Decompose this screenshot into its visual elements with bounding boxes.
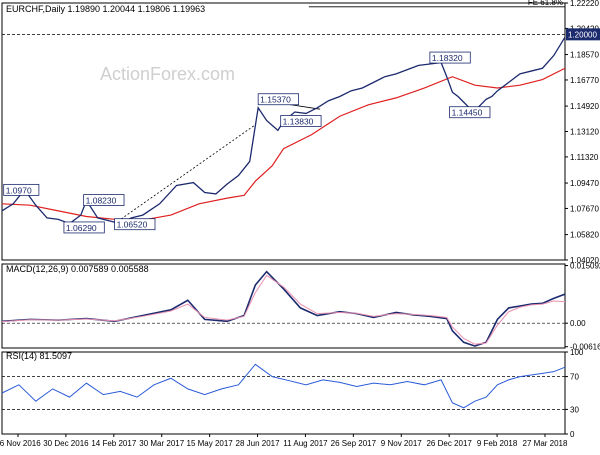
series-moving-average <box>1 67 566 221</box>
price-y-tick-label: 1.16770 <box>570 76 599 85</box>
price-y-ticks: 1.222201.204201.185701.167701.149201.131… <box>565 0 599 265</box>
price-y-tick-label: 1.22220 <box>570 0 599 8</box>
x-tick-label: 16 Nov 2016 <box>0 439 41 448</box>
price-y-tick-label: 1.09470 <box>570 179 599 188</box>
x-tick-label: 26 Dec 2017 <box>426 439 472 448</box>
annotation-box-5 <box>280 115 322 127</box>
rsi-y-tick-label: 70 <box>570 373 579 382</box>
series-price <box>1 36 566 225</box>
x-tick-label: 30 Mar 2017 <box>139 439 184 448</box>
x-tick-label: 15 May 2017 <box>187 439 234 448</box>
annotation-box-6 <box>429 51 471 64</box>
annotation-label-2: 1.06290 <box>66 223 97 233</box>
macd-lines <box>1 270 566 347</box>
x-tick-label: 14 Feb 2017 <box>91 439 136 448</box>
annotation-label-5: 1.13830 <box>283 116 314 126</box>
macd-y-tick-label: 0.015092 <box>570 262 600 271</box>
rsi-title: RSI(14) 81.5097 <box>6 351 72 361</box>
macd-title: MACD(12,26,9) 0.007589 0.005588 <box>6 264 149 274</box>
annotation-label-7: 1.14450 <box>452 108 483 118</box>
price-annotations: 1.0970 1.08230 1.06290 1.06520 1.15370 1.1383… <box>3 51 491 234</box>
annotation-label-3: 1.06520 <box>117 220 148 230</box>
annotation-label-1: 1.08230 <box>86 196 117 206</box>
annotation-label-0: 1.0970 <box>6 185 32 195</box>
rsi-y-ticks: 100 70 30 0 <box>565 348 584 439</box>
x-tick-label: 28 Jun 2017 <box>236 439 281 448</box>
annotation-box-3 <box>114 218 156 231</box>
annotation-box-0 <box>3 183 40 196</box>
x-tick-label: 30 Dec 2016 <box>43 439 89 448</box>
price-y-tick-label: 1.18570 <box>570 51 599 60</box>
trendline-1 <box>114 124 256 224</box>
price-y-tick-label: 1.13120 <box>570 128 599 137</box>
macd-y-tick-label: 0.00 <box>570 319 586 328</box>
x-tick-label: 9 Nov 2017 <box>381 439 422 448</box>
annotation-box-7 <box>449 106 491 119</box>
annotation-label-4: 1.15370 <box>260 95 291 105</box>
rsi-y-tick-label: 0 <box>570 430 575 439</box>
macd-y-tick-label: -0.006163 <box>570 343 600 352</box>
rsi-lines <box>1 363 566 410</box>
x-tick-label: 9 Feb 2018 <box>477 439 518 448</box>
rsi-y-tick-label: 30 <box>570 405 579 414</box>
fib-level-label: FE 61.8% <box>528 0 563 7</box>
price-y-tick-label: 1.14920 <box>570 102 599 111</box>
annotation-label-6: 1.18320 <box>432 53 463 63</box>
price-title: EURCHF,Daily 1.19890 1.20044 1.19806 1.1… <box>6 4 205 14</box>
x-tick-label: 11 Aug 2017 <box>283 439 328 448</box>
macd-panel-border <box>1 263 566 349</box>
price-y-tick-label: 1.04020 <box>570 256 599 265</box>
annotation-box-4 <box>257 93 299 106</box>
current-price-box <box>566 28 600 41</box>
annotation-box-1 <box>83 194 125 206</box>
price-y-tick-label: 1.07670 <box>570 204 599 213</box>
annotation-box-2 <box>63 221 105 234</box>
rsi-y-tick-label: 100 <box>570 348 584 357</box>
x-tick-label: 26 Sep 2017 <box>331 439 377 448</box>
rsi-series <box>1 363 566 409</box>
price-y-tick-label: 1.11320 <box>570 153 599 162</box>
macd-y-ticks: 0.015092 0.00 -0.006163 <box>565 262 600 352</box>
current-price-label: 1.20000 <box>568 30 597 39</box>
watermark: ActionForex.com <box>100 64 235 84</box>
macd-series-signal <box>1 274 566 345</box>
x-tick-label: 27 Mar 2018 <box>523 439 568 448</box>
price-y-tick-label: 1.05820 <box>570 231 599 240</box>
